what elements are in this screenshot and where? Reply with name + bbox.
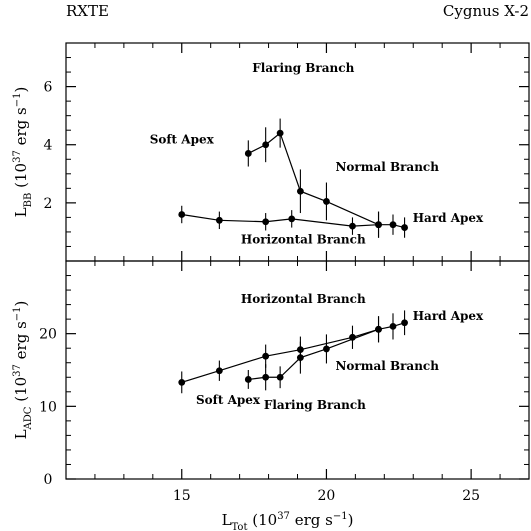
annotation-label: Horizontal Branch <box>241 233 366 247</box>
annotation-label: Flaring Branch <box>252 61 354 75</box>
annotation-label: Soft Apex <box>150 132 215 146</box>
data-point <box>296 187 304 195</box>
annotation-label: Hard Apex <box>413 309 484 323</box>
data-point <box>401 319 408 327</box>
annotation-label: Horizontal Branch <box>241 292 366 306</box>
data-point <box>244 376 252 383</box>
data-point <box>262 373 270 381</box>
data-point <box>323 198 330 205</box>
data-point <box>262 218 270 226</box>
data-point <box>349 222 356 230</box>
y-tick-label: 20 <box>39 327 57 343</box>
data-point <box>276 129 284 137</box>
data-point <box>276 373 284 381</box>
data-point <box>215 216 223 224</box>
data-point <box>375 221 382 229</box>
header-left-label: RXTE <box>66 2 109 20</box>
header-right-label: Cygnus X-2 <box>443 2 529 20</box>
data-point <box>296 354 304 362</box>
data-point <box>178 378 186 386</box>
y-tick-label: 10 <box>39 399 57 415</box>
y-tick-label: 0 <box>44 472 53 488</box>
annotation-label: Flaring Branch <box>264 398 366 412</box>
data-point <box>389 221 397 229</box>
data-point <box>215 367 223 375</box>
data-point <box>262 141 270 149</box>
data-point <box>375 325 382 333</box>
x-tick-label: 25 <box>462 488 480 504</box>
y-tick-label: 6 <box>44 80 53 96</box>
annotation-label: Normal Branch <box>335 359 439 373</box>
chart-panel-bottom: 15 20 25 0 10 20 Horizontal Branch Hard Apex Nor… <box>12 260 530 531</box>
data-point <box>323 345 330 353</box>
x-tick-label: 20 <box>318 488 336 504</box>
data-point <box>262 352 270 360</box>
plot-frame <box>65 42 530 262</box>
y-axis-label: LBB (1037 erg s−1) <box>12 87 34 218</box>
y-tick-label: 2 <box>44 196 53 212</box>
data-point <box>288 215 296 223</box>
chart-panel-top: 2 4 6 Flaring Branch Soft Apex Normal Branch H… <box>12 42 530 262</box>
annotation-label: Soft Apex <box>196 393 261 407</box>
y-axis-label: LADC (1037 erg s−1) <box>12 301 34 440</box>
data-point <box>389 323 397 330</box>
data-point <box>244 150 252 157</box>
annotation-label: Hard Apex <box>413 211 484 225</box>
y-tick-label: 4 <box>44 138 53 154</box>
x-axis-label: LTot (1037 erg s−1) <box>222 511 354 531</box>
annotation-label: Normal Branch <box>335 160 439 174</box>
x-tick-label: 15 <box>173 488 191 504</box>
data-point <box>401 224 408 231</box>
data-point <box>178 211 186 218</box>
